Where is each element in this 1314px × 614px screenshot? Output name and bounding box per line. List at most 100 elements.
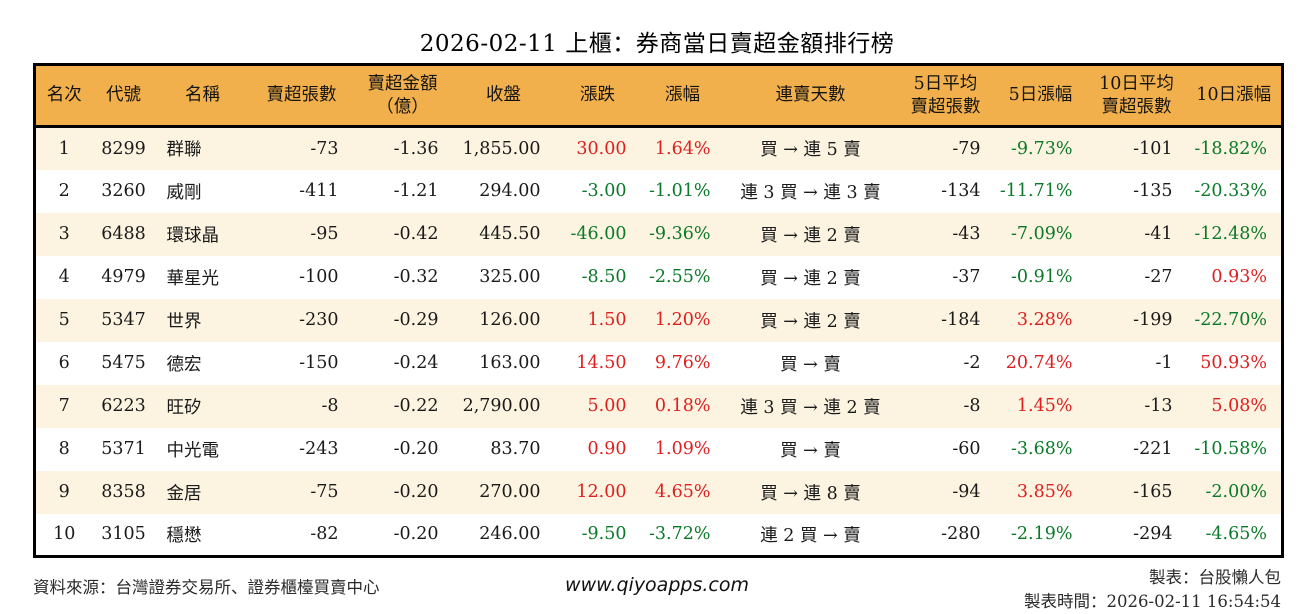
cell-avg5-volume: -134	[941, 181, 981, 201]
cell-net-sell-amount: -1.21	[393, 181, 439, 201]
cell-code: 5475	[101, 353, 146, 373]
cell-code: 5371	[101, 439, 146, 459]
cell-net-sell-amount: -0.20	[393, 524, 439, 545]
cell-rank: 10	[53, 524, 76, 545]
cell-streak: 買 → 連 2 賣	[760, 311, 861, 332]
cell-change-pct: -1.01%	[648, 181, 711, 201]
table-body: 1 8299 群聯 -73 -1.36 1,855.00 30.00 1.64% 買 → 連 5…	[34, 126, 1283, 557]
cell-avg10-volume: -13	[1144, 396, 1173, 416]
cell-change-pct: -2.55%	[648, 267, 711, 287]
cell-code: 3260	[101, 181, 146, 201]
cell-avg10-volume: -165	[1133, 482, 1173, 502]
cell-avg5-volume: -37	[952, 267, 981, 287]
cell-change-pct: 9.76%	[654, 353, 711, 373]
cell-change-pct: -9.36%	[648, 224, 711, 244]
column-header-name: 名稱	[154, 64, 251, 128]
cell-code: 8299	[101, 138, 146, 159]
cell-net-sell-amount: -0.20	[393, 439, 439, 459]
cell-code: 6223	[101, 396, 146, 416]
cell-pct-5d: -2.19%	[1010, 524, 1073, 545]
cell-change-pct: 1.20%	[654, 310, 711, 330]
cell-avg10-volume: -294	[1133, 524, 1173, 545]
cell-pct-5d: 3.85%	[1016, 482, 1073, 502]
cell-net-sell-volume: -411	[299, 181, 339, 201]
cell-pct-5d: 20.74%	[1005, 353, 1073, 373]
cell-change: 5.00	[587, 396, 627, 416]
cell-change: 12.00	[576, 482, 627, 502]
cell-change-pct: -3.72%	[648, 524, 711, 545]
cell-name: 威剛	[166, 182, 202, 203]
cell-close: 294.00	[479, 181, 541, 201]
cell-pct-5d: -9.73%	[1010, 138, 1073, 159]
cell-pct-10d: 50.93%	[1200, 353, 1267, 373]
cell-avg5-volume: -43	[952, 224, 981, 244]
cell-name: 旺矽	[166, 397, 202, 418]
table-row: 2 3260 威剛 -411 -1.21 294.00 -3.00 -1.01% 連 3 買 →…	[34, 169, 1283, 213]
cell-streak: 買 → 連 8 賣	[760, 483, 861, 504]
cell-pct-5d: 3.28%	[1016, 310, 1073, 330]
cell-close: 246.00	[479, 524, 541, 545]
cell-net-sell-volume: -75	[310, 482, 339, 502]
cell-net-sell-volume: -8	[321, 396, 339, 416]
cell-name: 穩懋	[166, 525, 202, 546]
cell-rank: 2	[58, 181, 70, 201]
cell-pct-5d: -0.91%	[1010, 267, 1073, 287]
cell-avg10-volume: -221	[1133, 439, 1173, 459]
cell-rank: 9	[58, 482, 70, 502]
cell-net-sell-amount: -0.32	[393, 267, 439, 287]
website-url: www.qiyoapps.com	[565, 574, 749, 596]
cell-net-sell-volume: -243	[299, 439, 339, 459]
cell-streak: 連 2 買 → 賣	[760, 525, 861, 546]
cell-close: 83.70	[490, 439, 541, 459]
cell-streak: 買 → 賣	[780, 440, 841, 461]
cell-streak: 買 → 賣	[780, 354, 841, 375]
cell-avg5-volume: -8	[963, 396, 981, 416]
cell-change: -8.50	[581, 267, 627, 287]
cell-close: 445.50	[479, 224, 541, 244]
table-row: 4 4979 華星光 -100 -0.32 325.00 -8.50 -2.55% 買 → 連 …	[34, 255, 1283, 299]
column-header-avg10-volume: 10日平均 賣超張數	[1086, 64, 1187, 128]
cell-code: 6488	[101, 224, 146, 244]
cell-pct-5d: -7.09%	[1010, 224, 1073, 244]
table-row: 10 3105 穩懋 -82 -0.20 246.00 -9.50 -3.72% 連 2 買 →…	[34, 513, 1283, 557]
cell-avg5-volume: -184	[941, 310, 981, 330]
cell-code: 8358	[101, 482, 146, 502]
cell-streak: 連 3 買 → 連 3 賣	[740, 182, 881, 203]
cell-pct-10d: -12.48%	[1194, 224, 1267, 244]
author-note: 製表：台股懶人包	[1149, 568, 1281, 587]
cell-avg10-volume: -41	[1144, 224, 1173, 244]
cell-net-sell-volume: -82	[310, 524, 339, 545]
cell-streak: 買 → 連 2 賣	[760, 268, 861, 289]
cell-code: 3105	[101, 524, 146, 545]
cell-close: 126.00	[479, 310, 541, 330]
cell-code: 4979	[101, 267, 146, 287]
cell-name: 環球晶	[166, 225, 220, 246]
column-header-change-pct: 漲幅	[640, 64, 725, 128]
cell-net-sell-amount: -0.29	[393, 310, 439, 330]
table-row: 6 5475 德宏 -150 -0.24 163.00 14.50 9.76% 買 → 賣 -2 2…	[34, 341, 1283, 385]
cell-avg5-volume: -60	[952, 439, 981, 459]
timestamp-note: 製表時間：2026-02-11 16:54:54	[1024, 591, 1281, 611]
cell-streak: 買 → 連 2 賣	[760, 225, 861, 246]
column-header-close: 收盤	[452, 64, 555, 128]
cell-change-pct: 4.65%	[654, 482, 711, 502]
cell-pct-5d: -11.71%	[999, 181, 1073, 201]
cell-name: 世界	[166, 311, 202, 332]
page-title: 2026-02-11 上櫃：券商當日賣超金額排行榜	[419, 31, 895, 57]
cell-avg10-volume: -1	[1155, 353, 1173, 373]
cell-net-sell-amount: -1.36	[393, 138, 439, 159]
cell-change: -9.50	[581, 524, 627, 545]
cell-streak: 買 → 連 5 賣	[760, 140, 861, 161]
cell-close: 325.00	[479, 267, 541, 287]
cell-name: 中光電	[166, 440, 220, 461]
cell-close: 163.00	[479, 353, 541, 373]
cell-change: -3.00	[581, 181, 627, 201]
table-row: 8 5371 中光電 -243 -0.20 83.70 0.90 1.09% 買 → 賣 -60 -…	[34, 427, 1283, 471]
cell-rank: 4	[58, 267, 70, 287]
table-row: 9 8358 金居 -75 -0.20 270.00 12.00 4.65% 買 → 連 8 賣…	[34, 470, 1283, 514]
cell-change: 1.50	[587, 310, 627, 330]
cell-change: 14.50	[576, 353, 627, 373]
ranking-table: 名次 代號 名稱 賣超張數 賣超金額 （億） 收盤 漲跌 漲幅 連賣天數 5日平均 賣超張數 5日漲…	[33, 63, 1284, 558]
cell-avg5-volume: -79	[952, 138, 981, 159]
